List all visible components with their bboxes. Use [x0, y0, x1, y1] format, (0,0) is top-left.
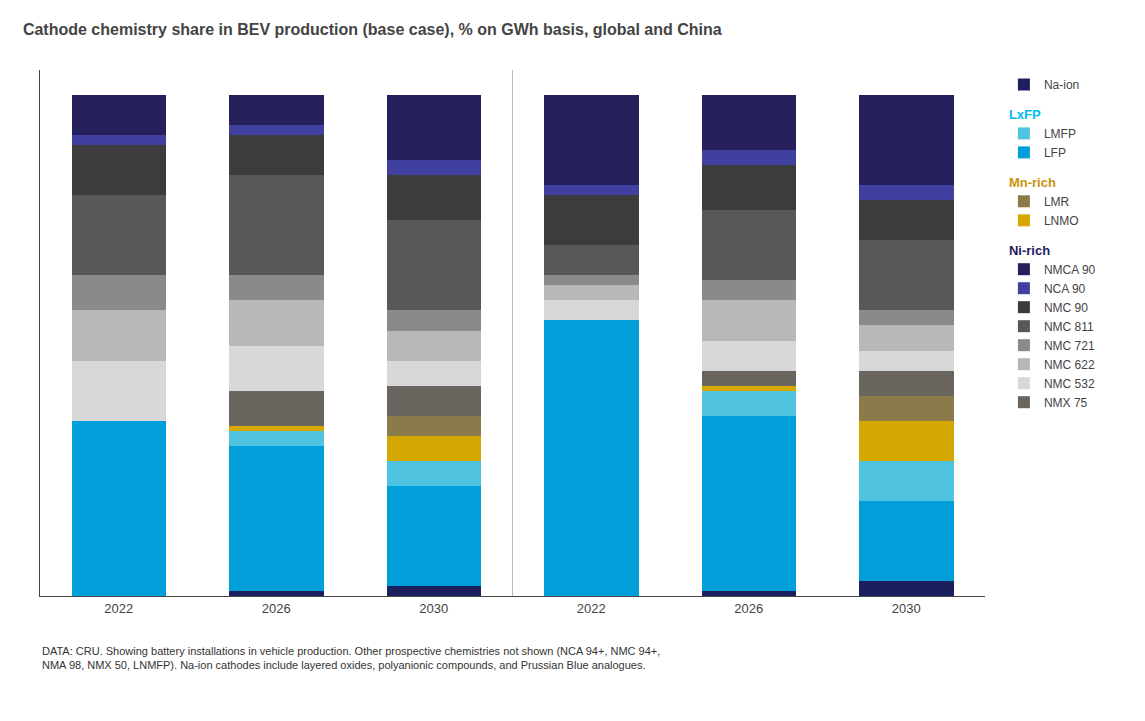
svg-text:LFP: LFP — [1044, 146, 1066, 160]
svg-text:NMX 75: NMX 75 — [1044, 396, 1088, 410]
svg-text:2026: 2026 — [262, 601, 291, 616]
svg-text:DATA: CRU. Showing battery ins: DATA: CRU. Showing battery installations… — [42, 645, 660, 671]
svg-text:NMC 90: NMC 90 — [1044, 301, 1088, 315]
svg-text:LMR: LMR — [1044, 195, 1070, 209]
svg-text:NMC 532: NMC 532 — [1044, 377, 1095, 391]
svg-text:NCA 90: NCA 90 — [1044, 282, 1086, 296]
svg-text:2030: 2030 — [892, 601, 921, 616]
svg-text:NMC 721: NMC 721 — [1044, 339, 1095, 353]
svg-text:Mn-rich: Mn-rich — [1009, 175, 1056, 190]
svg-text:NMC 811: NMC 811 — [1044, 320, 1094, 334]
svg-text:2030: 2030 — [419, 601, 448, 616]
svg-text:Na-ion: Na-ion — [1044, 78, 1079, 92]
svg-text:2022: 2022 — [577, 601, 606, 616]
svg-text:2026: 2026 — [734, 601, 763, 616]
svg-text:2022: 2022 — [104, 601, 133, 616]
svg-text:LMFP: LMFP — [1044, 127, 1076, 141]
svg-text:Cathode chemistry share in BEV: Cathode chemistry share in BEV productio… — [23, 21, 722, 38]
svg-text:NMCA 90: NMCA 90 — [1044, 263, 1096, 277]
svg-text:LxFP: LxFP — [1009, 107, 1041, 122]
svg-text:NMC 622: NMC 622 — [1044, 358, 1095, 372]
svg-text:LNMO: LNMO — [1044, 214, 1079, 228]
svg-text:Ni-rich: Ni-rich — [1009, 243, 1050, 258]
